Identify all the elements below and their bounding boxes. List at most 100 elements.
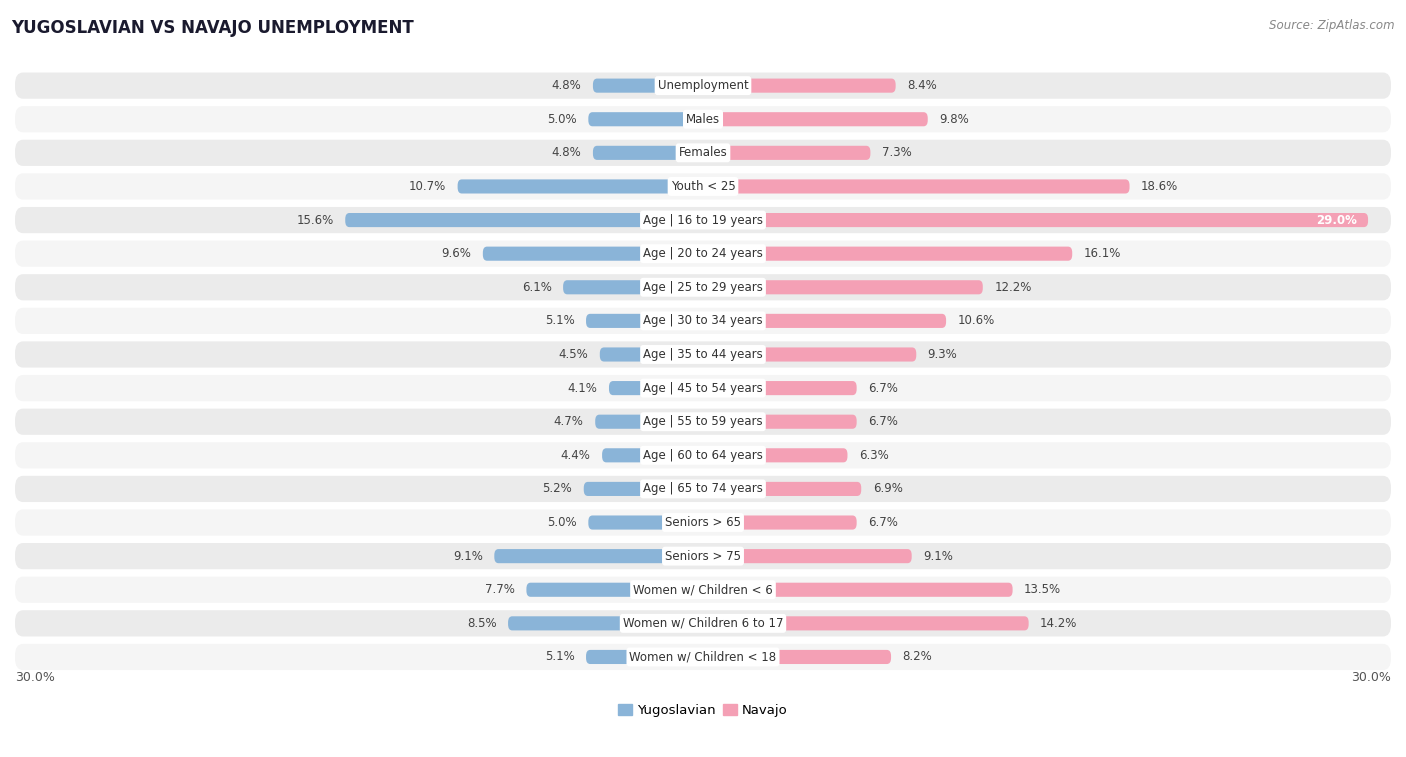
FancyBboxPatch shape — [703, 616, 1029, 631]
Text: Women w/ Children < 18: Women w/ Children < 18 — [630, 650, 776, 663]
FancyBboxPatch shape — [609, 381, 703, 395]
FancyBboxPatch shape — [457, 179, 703, 194]
FancyBboxPatch shape — [15, 644, 1391, 670]
FancyBboxPatch shape — [703, 347, 917, 362]
FancyBboxPatch shape — [602, 448, 703, 463]
FancyBboxPatch shape — [583, 482, 703, 496]
FancyBboxPatch shape — [703, 381, 856, 395]
Text: Source: ZipAtlas.com: Source: ZipAtlas.com — [1270, 19, 1395, 32]
FancyBboxPatch shape — [703, 112, 928, 126]
FancyBboxPatch shape — [15, 241, 1391, 266]
FancyBboxPatch shape — [703, 516, 856, 530]
FancyBboxPatch shape — [703, 213, 1368, 227]
Text: Unemployment: Unemployment — [658, 79, 748, 92]
FancyBboxPatch shape — [15, 106, 1391, 132]
Text: Age | 25 to 29 years: Age | 25 to 29 years — [643, 281, 763, 294]
FancyBboxPatch shape — [15, 274, 1391, 301]
FancyBboxPatch shape — [703, 179, 1129, 194]
Text: Age | 55 to 59 years: Age | 55 to 59 years — [643, 415, 763, 428]
FancyBboxPatch shape — [564, 280, 703, 294]
FancyBboxPatch shape — [586, 314, 703, 328]
Text: 10.6%: 10.6% — [957, 314, 995, 327]
Text: 9.8%: 9.8% — [939, 113, 969, 126]
Text: 18.6%: 18.6% — [1142, 180, 1178, 193]
FancyBboxPatch shape — [588, 112, 703, 126]
Text: 14.2%: 14.2% — [1040, 617, 1077, 630]
Text: 8.4%: 8.4% — [907, 79, 936, 92]
Text: 9.3%: 9.3% — [928, 348, 957, 361]
Text: 10.7%: 10.7% — [409, 180, 446, 193]
Text: 30.0%: 30.0% — [1351, 671, 1391, 684]
FancyBboxPatch shape — [508, 616, 703, 631]
Text: 6.1%: 6.1% — [522, 281, 551, 294]
Text: Age | 65 to 74 years: Age | 65 to 74 years — [643, 482, 763, 495]
Text: 4.7%: 4.7% — [554, 415, 583, 428]
FancyBboxPatch shape — [15, 543, 1391, 569]
Text: 4.8%: 4.8% — [551, 79, 582, 92]
Text: 5.1%: 5.1% — [544, 650, 575, 663]
FancyBboxPatch shape — [703, 280, 983, 294]
FancyBboxPatch shape — [703, 146, 870, 160]
FancyBboxPatch shape — [703, 549, 911, 563]
Text: 4.1%: 4.1% — [568, 382, 598, 394]
FancyBboxPatch shape — [15, 409, 1391, 435]
Text: Women w/ Children 6 to 17: Women w/ Children 6 to 17 — [623, 617, 783, 630]
Text: YUGOSLAVIAN VS NAVAJO UNEMPLOYMENT: YUGOSLAVIAN VS NAVAJO UNEMPLOYMENT — [11, 19, 413, 37]
Text: Females: Females — [679, 146, 727, 159]
FancyBboxPatch shape — [15, 442, 1391, 469]
Text: 4.8%: 4.8% — [551, 146, 582, 159]
Text: 9.6%: 9.6% — [441, 248, 471, 260]
Text: 6.7%: 6.7% — [868, 415, 898, 428]
FancyBboxPatch shape — [595, 415, 703, 428]
FancyBboxPatch shape — [15, 577, 1391, 603]
FancyBboxPatch shape — [703, 448, 848, 463]
FancyBboxPatch shape — [586, 650, 703, 664]
Text: 9.1%: 9.1% — [453, 550, 482, 562]
Text: Seniors > 75: Seniors > 75 — [665, 550, 741, 562]
FancyBboxPatch shape — [346, 213, 703, 227]
Text: Age | 30 to 34 years: Age | 30 to 34 years — [643, 314, 763, 327]
Text: 5.0%: 5.0% — [547, 113, 576, 126]
FancyBboxPatch shape — [593, 146, 703, 160]
Text: 5.2%: 5.2% — [543, 482, 572, 495]
FancyBboxPatch shape — [15, 476, 1391, 502]
FancyBboxPatch shape — [600, 347, 703, 362]
Text: 6.3%: 6.3% — [859, 449, 889, 462]
FancyBboxPatch shape — [15, 509, 1391, 536]
FancyBboxPatch shape — [703, 247, 1073, 260]
Text: Age | 35 to 44 years: Age | 35 to 44 years — [643, 348, 763, 361]
Text: 9.1%: 9.1% — [924, 550, 953, 562]
Legend: Yugoslavian, Navajo: Yugoslavian, Navajo — [613, 699, 793, 722]
Text: Males: Males — [686, 113, 720, 126]
FancyBboxPatch shape — [703, 79, 896, 92]
FancyBboxPatch shape — [15, 73, 1391, 98]
Text: 6.7%: 6.7% — [868, 382, 898, 394]
FancyBboxPatch shape — [703, 583, 1012, 597]
Text: 8.2%: 8.2% — [903, 650, 932, 663]
FancyBboxPatch shape — [482, 247, 703, 260]
Text: Age | 45 to 54 years: Age | 45 to 54 years — [643, 382, 763, 394]
FancyBboxPatch shape — [15, 140, 1391, 166]
Text: Youth < 25: Youth < 25 — [671, 180, 735, 193]
FancyBboxPatch shape — [15, 375, 1391, 401]
Text: 12.2%: 12.2% — [994, 281, 1032, 294]
Text: 13.5%: 13.5% — [1024, 583, 1062, 597]
FancyBboxPatch shape — [703, 650, 891, 664]
Text: 7.3%: 7.3% — [882, 146, 911, 159]
Text: Age | 20 to 24 years: Age | 20 to 24 years — [643, 248, 763, 260]
FancyBboxPatch shape — [703, 314, 946, 328]
Text: 8.5%: 8.5% — [467, 617, 496, 630]
Text: 5.1%: 5.1% — [544, 314, 575, 327]
Text: 30.0%: 30.0% — [15, 671, 55, 684]
FancyBboxPatch shape — [15, 173, 1391, 200]
FancyBboxPatch shape — [15, 610, 1391, 637]
FancyBboxPatch shape — [495, 549, 703, 563]
Text: 29.0%: 29.0% — [1316, 213, 1357, 226]
Text: 4.4%: 4.4% — [561, 449, 591, 462]
Text: Age | 60 to 64 years: Age | 60 to 64 years — [643, 449, 763, 462]
FancyBboxPatch shape — [703, 415, 856, 428]
Text: 15.6%: 15.6% — [297, 213, 333, 226]
FancyBboxPatch shape — [526, 583, 703, 597]
FancyBboxPatch shape — [588, 516, 703, 530]
Text: Age | 16 to 19 years: Age | 16 to 19 years — [643, 213, 763, 226]
